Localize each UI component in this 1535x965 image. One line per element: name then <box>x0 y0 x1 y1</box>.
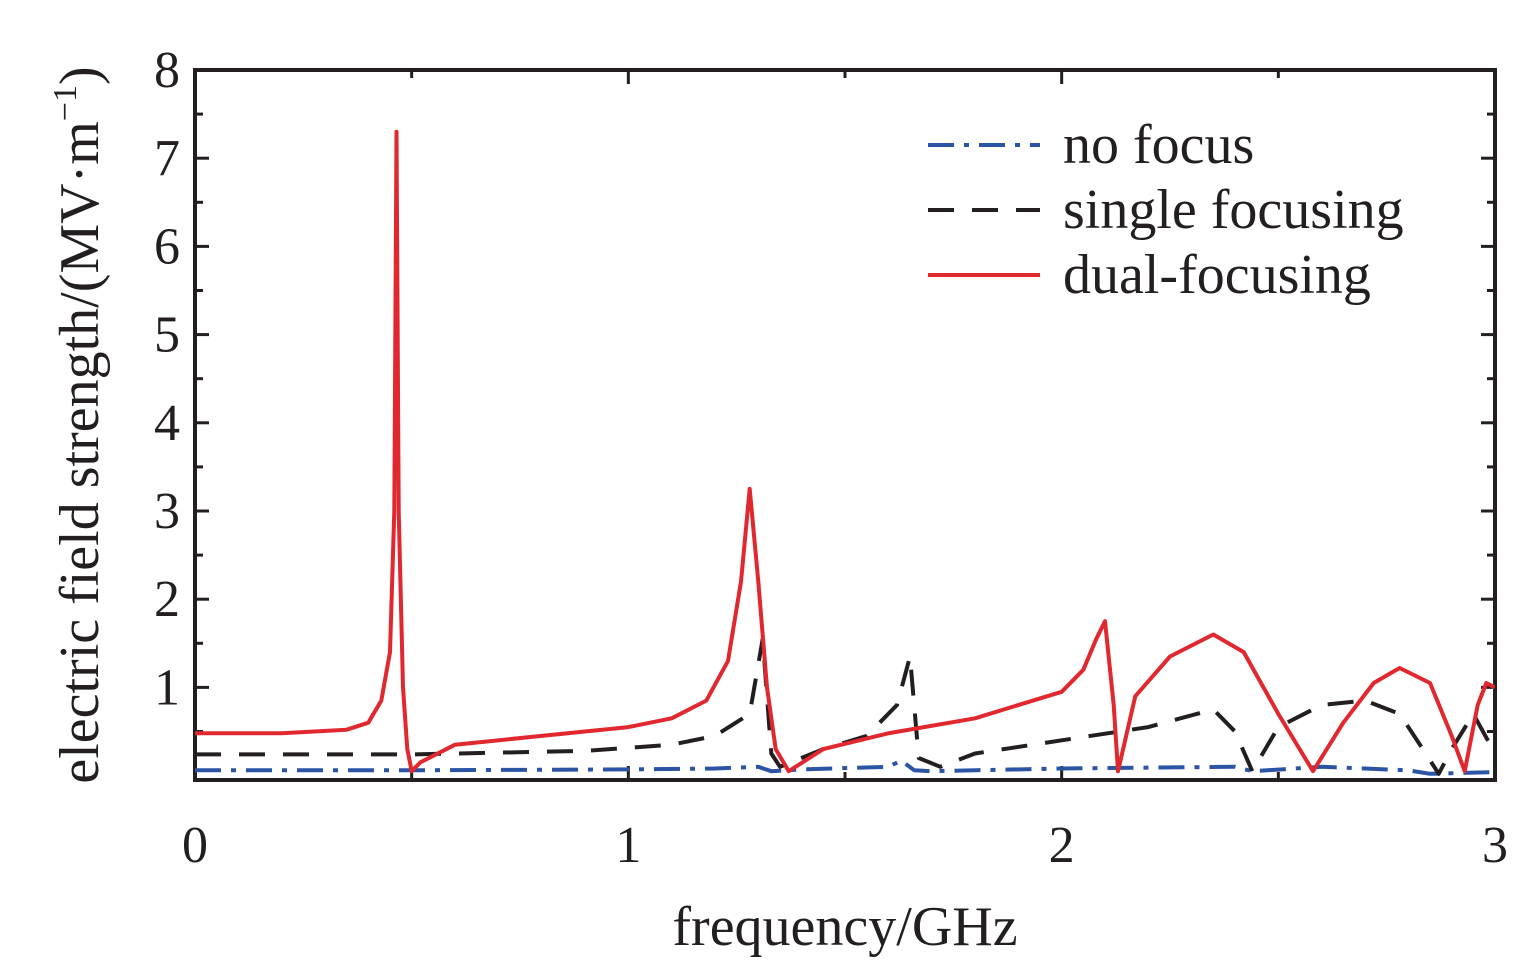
series-line-3 <box>195 129 1495 774</box>
legend-label-2: single focusing <box>1063 179 1404 241</box>
legend-label-3: dual-focusing <box>1063 244 1371 306</box>
series-line-1 <box>195 758 1495 776</box>
y-tick-label: 2 <box>154 571 180 628</box>
y-tick-label: 4 <box>154 395 180 452</box>
y-axis-label-close: ) <box>49 66 111 85</box>
y-tick-label: 5 <box>154 307 180 364</box>
y-axis-label-superscript: −1 <box>47 85 84 121</box>
plot-frame <box>193 68 1497 782</box>
y-axis-label-main: electric field strength/(MV·m <box>49 121 111 783</box>
series-layer <box>195 129 1495 776</box>
x-tick-label: 3 <box>1482 817 1508 874</box>
y-axis-label: electric field strength/(MV·m−1) <box>47 66 111 783</box>
x-axis-label: frequency/GHz <box>672 896 1017 958</box>
axis-ticks: 0 1 2 3 1 2 3 4 5 6 7 8 <box>154 42 1508 874</box>
y-tick-label: 8 <box>154 42 180 99</box>
x-tick-label: 2 <box>1049 817 1075 874</box>
y-tick-label: 7 <box>154 130 180 187</box>
y-tick-label: 6 <box>154 218 180 275</box>
y-tick-label: 1 <box>154 659 180 716</box>
x-tick-label: 1 <box>615 817 641 874</box>
x-tick-label: 0 <box>182 817 208 874</box>
y-tick-label: 3 <box>154 483 180 540</box>
legend-label-1: no focus <box>1063 114 1254 176</box>
